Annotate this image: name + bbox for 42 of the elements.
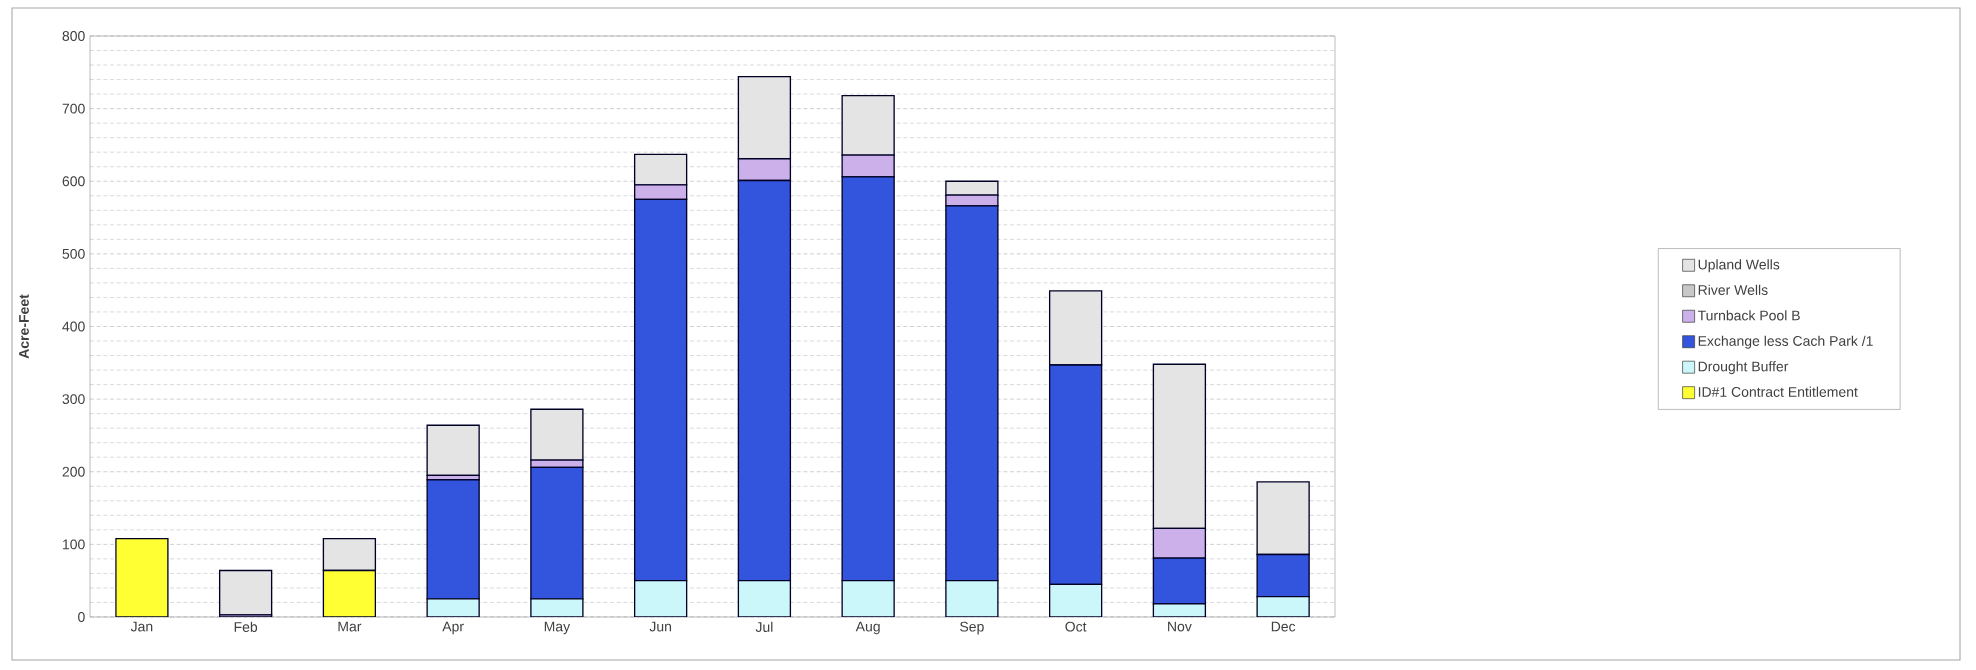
x-tick-label: Nov — [1168, 621, 1192, 632]
legend-label: ID#1 Contract Entitlement — [1698, 386, 1858, 397]
bar — [115, 537, 169, 617]
legend-label: Upland Wells — [1698, 259, 1780, 273]
bar — [737, 580, 792, 617]
y-tick-label: 200 — [62, 466, 85, 477]
legend-label: River Wells — [1698, 284, 1768, 295]
x-tick-label: Aug — [855, 621, 880, 635]
bar — [945, 580, 999, 617]
y-tick-label: 700 — [62, 103, 85, 114]
x-tick-label: Apr — [442, 621, 464, 635]
legend-label: Turnback Pool B — [1697, 310, 1800, 321]
y-tick-label: 800 — [62, 31, 85, 41]
bar — [530, 598, 584, 617]
x-tick-label: Feb — [234, 621, 258, 632]
y-tick-label: 100 — [63, 539, 85, 550]
y-tick-label: 300 — [62, 394, 85, 405]
x-tick-label: Jul — [755, 621, 773, 632]
x-tick-label: Jan — [130, 621, 153, 632]
bar — [322, 569, 377, 617]
x-tick-label: Sep — [960, 621, 984, 635]
bar — [1256, 595, 1310, 617]
bar — [426, 424, 480, 477]
x-tick-label: Oct — [1065, 621, 1087, 632]
bar — [737, 158, 792, 182]
bar — [633, 580, 688, 617]
x-tick-label: Jun — [649, 621, 672, 632]
y-tick-label: 400 — [62, 321, 85, 332]
x-tick-label: Dec — [1271, 621, 1296, 632]
x-tick-label: May — [544, 621, 571, 635]
bar — [530, 408, 584, 461]
y-axis-title: Acre-Feet — [19, 294, 29, 359]
legend-label: Drought Buffer — [1698, 361, 1789, 375]
y-tick-label: 500 — [62, 248, 85, 259]
legend-label: Exchange less Cach Park /1 — [1698, 335, 1873, 349]
bar — [426, 598, 480, 617]
bar — [841, 580, 895, 617]
x-tick-label: Mar — [338, 621, 362, 632]
y-tick-label: 0 — [78, 612, 85, 622]
y-tick-label: 600 — [62, 176, 85, 187]
bar — [1048, 583, 1103, 617]
bar — [1152, 527, 1207, 559]
